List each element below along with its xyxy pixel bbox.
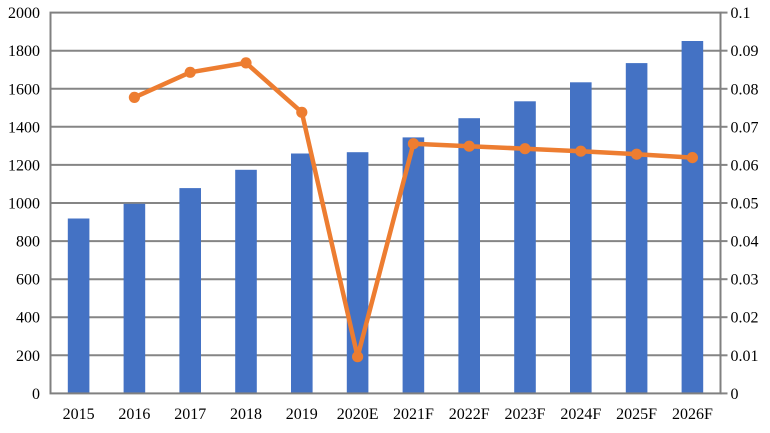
- svg-text:0.03: 0.03: [731, 272, 759, 289]
- svg-text:600: 600: [16, 272, 40, 289]
- svg-text:1600: 1600: [8, 81, 40, 98]
- svg-text:2026F: 2026F: [672, 406, 713, 423]
- svg-text:2017: 2017: [174, 406, 206, 423]
- svg-text:200: 200: [16, 348, 40, 365]
- svg-text:2015: 2015: [63, 406, 95, 423]
- svg-text:2000: 2000: [8, 5, 40, 22]
- svg-text:0.09: 0.09: [731, 43, 759, 60]
- svg-text:2019: 2019: [286, 406, 318, 423]
- svg-text:2020E: 2020E: [337, 406, 379, 423]
- svg-text:0.05: 0.05: [731, 196, 759, 213]
- svg-text:0: 0: [32, 386, 40, 403]
- svg-text:0.02: 0.02: [731, 310, 759, 327]
- svg-text:2016: 2016: [118, 406, 150, 423]
- svg-text:400: 400: [16, 310, 40, 327]
- svg-text:800: 800: [16, 234, 40, 251]
- svg-text:0.06: 0.06: [731, 157, 759, 174]
- svg-text:0.1: 0.1: [731, 5, 751, 22]
- svg-text:1400: 1400: [8, 119, 40, 136]
- svg-text:0: 0: [731, 386, 739, 403]
- svg-text:2023F: 2023F: [505, 406, 546, 423]
- svg-text:0.07: 0.07: [731, 119, 759, 136]
- svg-text:1000: 1000: [8, 196, 40, 213]
- svg-text:0.01: 0.01: [731, 348, 759, 365]
- svg-text:2024F: 2024F: [560, 406, 601, 423]
- svg-text:2021F: 2021F: [393, 406, 434, 423]
- svg-text:1800: 1800: [8, 43, 40, 60]
- svg-text:0.08: 0.08: [731, 81, 759, 98]
- svg-text:1200: 1200: [8, 157, 40, 174]
- svg-text:0.04: 0.04: [731, 234, 759, 251]
- svg-text:2018: 2018: [230, 406, 262, 423]
- svg-text:2025F: 2025F: [616, 406, 657, 423]
- svg-text:2022F: 2022F: [449, 406, 490, 423]
